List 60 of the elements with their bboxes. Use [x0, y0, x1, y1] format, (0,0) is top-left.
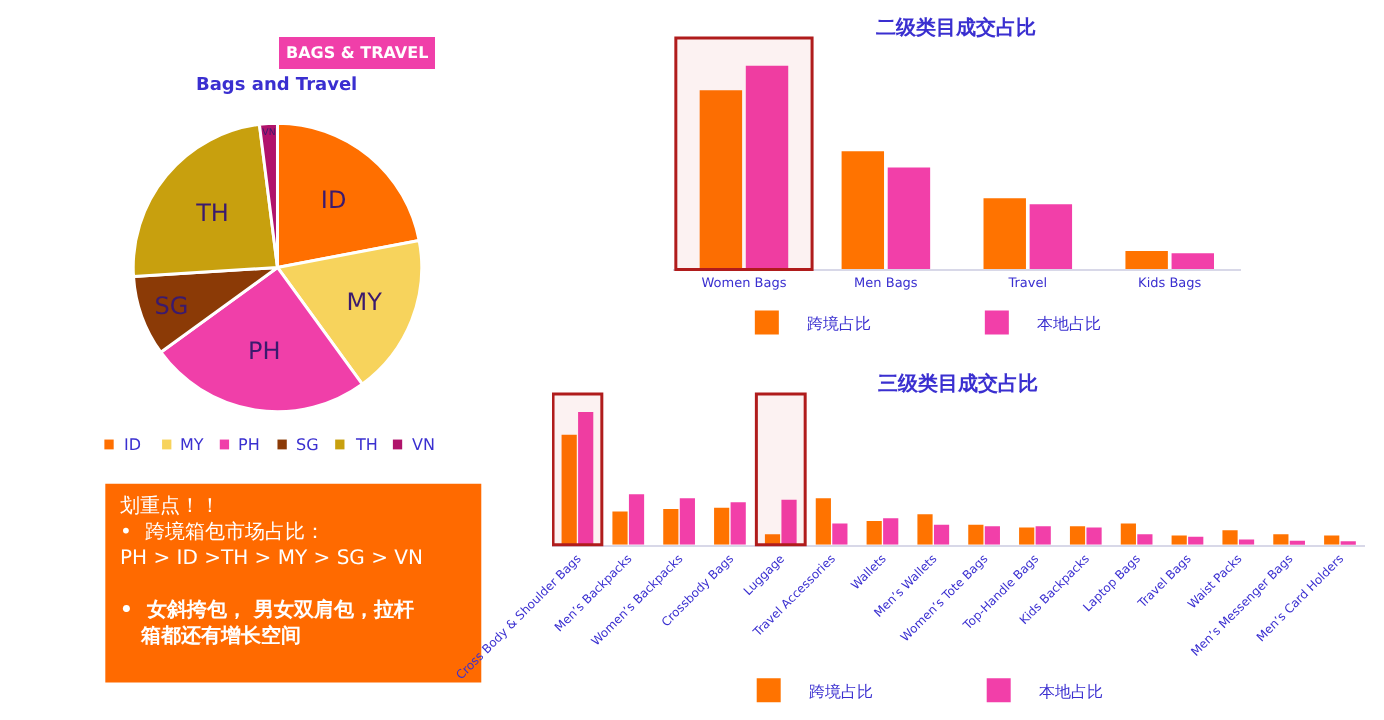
- bar: [1035, 526, 1051, 545]
- bar: [1273, 534, 1289, 545]
- bar: [628, 494, 645, 545]
- bar: [815, 498, 831, 545]
- text: PH > ID >TH > MY > SG > VN: [120, 548, 423, 570]
- bar: [883, 518, 899, 545]
- bar: [1029, 204, 1073, 270]
- legend-label: 跨境占比: [808, 682, 873, 701]
- bar: [1125, 251, 1168, 270]
- bar: [983, 198, 1026, 270]
- slice-label: SG: [154, 291, 189, 320]
- bar: [1120, 523, 1136, 545]
- bar: [679, 498, 695, 545]
- bar: [578, 412, 594, 545]
- chart-title: Bags and Travel: [196, 76, 358, 96]
- bar: [866, 520, 882, 545]
- bar: [832, 523, 848, 545]
- bar: [933, 524, 950, 545]
- bar: [1137, 534, 1153, 545]
- legend-label: PH: [238, 436, 260, 454]
- bar: [730, 502, 746, 545]
- legend-label: 跨境占比: [806, 314, 871, 333]
- bar: [1086, 527, 1102, 545]
- bar: [663, 508, 679, 545]
- legend-label: SG: [296, 436, 319, 454]
- legend-label: 本地占比: [1038, 682, 1103, 701]
- bar: [1222, 530, 1238, 545]
- legend-label: ID: [124, 436, 142, 454]
- bar: [984, 526, 1000, 545]
- text: • 女斜挎包， 男女双肩包，拉杆箱都还有增长空间: [120, 598, 414, 648]
- bar: [714, 507, 730, 545]
- slice-label: TH: [194, 198, 229, 227]
- bar: [781, 499, 797, 545]
- bar: [699, 90, 743, 270]
- bar: [612, 511, 628, 545]
- legend-label: MY: [180, 436, 204, 454]
- bar: [561, 434, 577, 545]
- text: 划重点！！: [120, 494, 220, 518]
- bar: [1171, 535, 1187, 545]
- slice-label: MY: [346, 288, 384, 317]
- bar: [841, 151, 885, 270]
- bar: [1324, 535, 1340, 545]
- bar: [1171, 253, 1214, 270]
- legend-label: 本地占比: [1036, 314, 1101, 333]
- bar: [1069, 526, 1086, 545]
- text: • 跨境箱包市场占比：: [120, 520, 325, 544]
- legend-label: VN: [412, 436, 435, 454]
- bar: [764, 534, 781, 545]
- text: BAGS & TRAVEL: [286, 44, 429, 62]
- legend-label: TH: [354, 436, 378, 454]
- chart-title: 三级类目成交占比: [878, 372, 1038, 396]
- bar: [887, 167, 931, 270]
- bar: [1019, 527, 1035, 545]
- slice-label: PH: [247, 336, 281, 365]
- slice-label: ID: [320, 185, 347, 214]
- bar: [1238, 539, 1255, 545]
- bar: [917, 514, 933, 545]
- bar: [968, 524, 984, 545]
- bar: [745, 65, 789, 270]
- chart-title: 二级类目成交占比: [876, 16, 1036, 40]
